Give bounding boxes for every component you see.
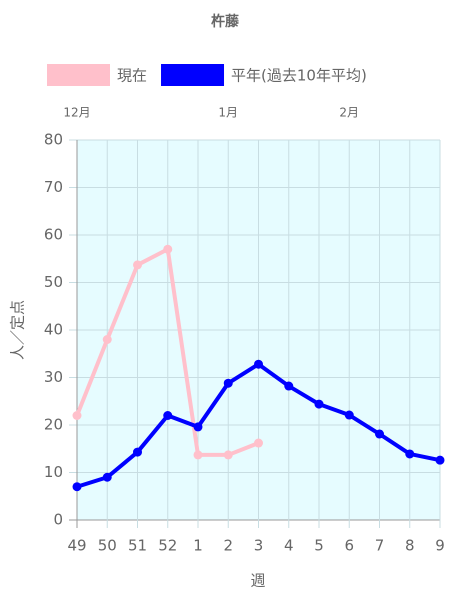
data-point [72,482,82,492]
data-point [193,450,203,460]
data-point [133,447,142,457]
data-point [435,455,445,465]
data-point [405,449,415,459]
x-tick-label: 3 [254,537,264,555]
data-point [314,399,324,409]
y-tick-label: 50 [44,273,63,291]
data-point [133,260,142,270]
data-point [223,378,233,388]
data-point [72,411,82,420]
data-point [102,335,112,344]
data-point [163,244,173,254]
x-tick-label: 52 [158,537,177,555]
chart-title: 杵藤 [211,13,240,30]
x-tick-label: 9 [435,537,445,555]
y-tick-label: 30 [44,368,63,386]
data-point [163,411,173,420]
x-tick-label: 8 [405,537,415,555]
y-axis-title: 人／定点 [9,300,27,360]
x-tick-label: 50 [98,537,117,555]
x-tick-label: 5 [314,537,324,555]
x-tick-label: 6 [344,537,354,555]
data-point [223,450,233,460]
data-point [102,472,112,482]
y-tick-label: 40 [44,321,63,339]
y-tick-label: 0 [53,511,63,529]
data-point [254,438,263,448]
y-tick-label: 70 [44,178,63,196]
data-point [254,359,263,369]
month-label: 2月 [339,106,359,120]
month-label: 1月 [218,106,238,120]
month-label: 12月 [63,106,90,120]
x-tick-label: 4 [284,537,294,555]
legend-swatch [161,64,225,86]
x-tick-label: 2 [223,537,233,555]
x-tick-label: 7 [375,537,385,555]
legend-label: 現在 [117,67,147,85]
y-tick-label: 60 [44,226,63,244]
legend-label: 平年(過去10年平均) [231,67,367,85]
x-axis-title: 週 [250,572,265,590]
x-tick-label: 49 [67,537,86,555]
y-tick-label: 20 [44,416,63,434]
data-point [344,410,354,420]
data-point [375,429,384,439]
data-point [193,422,203,432]
x-tick-label: 51 [128,537,147,555]
x-tick-label: 1 [193,537,203,555]
y-tick-label: 80 [44,131,63,149]
legend-swatch [47,64,110,86]
data-point [284,381,294,391]
y-tick-label: 10 [44,463,63,481]
